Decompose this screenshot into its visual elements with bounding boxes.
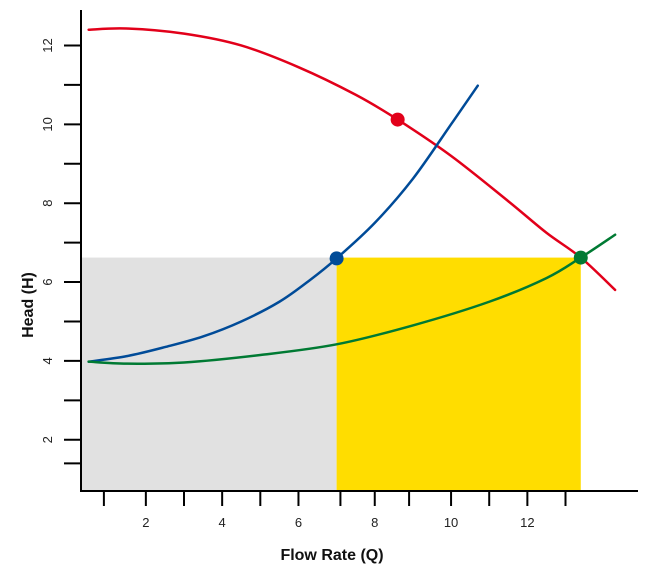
ticks: 2 4 6 8 10 12 2 4 6 8 10 12 [40,38,567,530]
y-axis-title: Head (H) [20,272,37,338]
x-axis-title: Flow Rate (Q) [280,547,383,564]
x-tick-label: 6 [295,515,302,530]
series-2-line [87,84,480,363]
x-tick-label: 8 [371,515,378,530]
axes [80,10,638,492]
y-tick-label: 8 [40,200,55,207]
x-tick-label: 2 [142,515,149,530]
y-tick-label: 6 [40,278,55,285]
operating-point-1 [390,112,405,127]
y-tick-label: 2 [40,436,55,443]
markers [329,112,588,266]
shaded-region-1 [81,257,337,491]
x-tick-label: 4 [219,515,226,530]
series-1-line [87,27,617,292]
y-tick-label: 12 [40,38,55,52]
operating-point-3 [573,250,588,265]
operating-point-2 [329,251,344,266]
x-tick-label: 12 [520,515,534,530]
x-tick-label: 10 [444,515,458,530]
y-tick-label: 4 [40,357,55,364]
shaded-region-2 [336,257,581,491]
series-3-line [87,233,617,365]
shaded-regions [81,257,581,491]
curves [87,27,617,365]
y-tick-label: 10 [40,117,55,131]
